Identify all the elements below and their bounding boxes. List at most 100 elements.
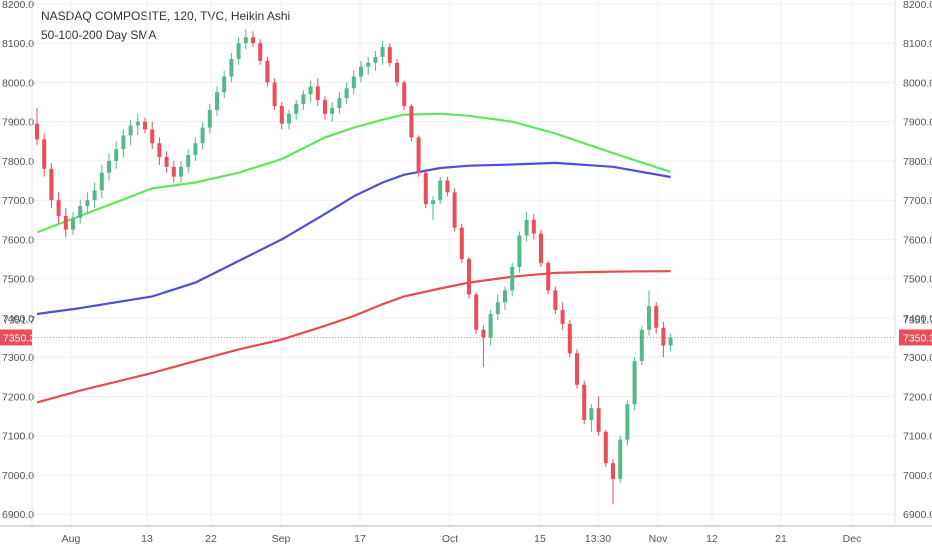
candle-body bbox=[287, 113, 291, 124]
candle-body bbox=[49, 168, 54, 201]
candle-body bbox=[618, 439, 623, 479]
candle-body bbox=[416, 137, 421, 173]
candle-body bbox=[344, 88, 349, 99]
x-tick-label: 17 bbox=[354, 533, 366, 545]
candle bbox=[575, 349, 579, 389]
candle-body bbox=[128, 125, 133, 136]
x-tick-label: 22 bbox=[205, 533, 217, 545]
candle-body bbox=[632, 361, 637, 405]
x-tick-label: 21 bbox=[775, 533, 787, 545]
sma-lines bbox=[36, 112, 671, 404]
candle-body bbox=[35, 123, 39, 140]
candle-body bbox=[582, 384, 587, 421]
candle-body bbox=[301, 94, 306, 105]
candle bbox=[366, 56, 371, 75]
candle bbox=[135, 113, 140, 136]
last-value-label-right: 7351.7 bbox=[903, 314, 932, 326]
candle-body bbox=[423, 172, 428, 205]
y-tick-label-right: 8200.0 bbox=[903, 0, 932, 11]
sma-200-line bbox=[36, 112, 671, 234]
candle bbox=[503, 286, 507, 311]
candle-body bbox=[330, 107, 335, 114]
candle-body bbox=[575, 353, 579, 385]
candle bbox=[625, 400, 630, 446]
x-tick-label: 13:30 bbox=[585, 533, 611, 545]
candle-body bbox=[179, 166, 183, 177]
candle bbox=[200, 121, 205, 150]
y-tick-label-right: 7200.0 bbox=[903, 391, 932, 403]
sma-50-line bbox=[36, 270, 671, 404]
candle bbox=[423, 170, 428, 209]
y-tick-label-left: 7700.0 bbox=[2, 195, 34, 207]
candle bbox=[42, 133, 47, 177]
candle-body bbox=[114, 149, 119, 161]
candle-body bbox=[409, 105, 414, 138]
candle bbox=[359, 60, 363, 83]
candle bbox=[323, 96, 327, 120]
candle-body bbox=[387, 47, 392, 63]
candle bbox=[164, 151, 169, 173]
candle-body bbox=[186, 155, 191, 167]
candle-body bbox=[107, 160, 111, 173]
candle-body bbox=[63, 215, 68, 230]
y-tick-label-right: 7400.0 bbox=[903, 313, 932, 325]
candle bbox=[114, 141, 119, 169]
candle bbox=[474, 292, 479, 334]
candle bbox=[416, 135, 421, 177]
candle bbox=[481, 325, 486, 368]
candle-body bbox=[157, 143, 162, 158]
candle bbox=[431, 196, 435, 220]
candle bbox=[186, 149, 191, 173]
candle bbox=[495, 294, 500, 320]
candle-body bbox=[337, 98, 342, 108]
candle-body bbox=[661, 327, 666, 346]
x-tick-label: Sep bbox=[272, 533, 291, 545]
candle bbox=[654, 302, 659, 334]
price-label-right: 7350.3 bbox=[903, 332, 932, 344]
y-tick-label-left: 7200.0 bbox=[2, 391, 34, 403]
y-tick-label-left: 8200.0 bbox=[2, 0, 34, 11]
candle-body bbox=[71, 217, 75, 230]
candle bbox=[445, 176, 450, 197]
candle bbox=[272, 78, 277, 110]
candle-body bbox=[229, 58, 234, 77]
y-tick-label-left: 7000.0 bbox=[2, 470, 34, 482]
x-tick-label: Aug bbox=[62, 533, 81, 545]
candle bbox=[49, 162, 54, 209]
candle bbox=[510, 263, 515, 297]
candle-body bbox=[539, 233, 543, 263]
candle bbox=[85, 192, 90, 214]
y-tick-label-right: 7000.0 bbox=[903, 470, 932, 482]
y-tick-label-left: 6900.0 bbox=[2, 509, 34, 521]
candle bbox=[207, 104, 212, 134]
candle bbox=[229, 52, 234, 83]
candle bbox=[596, 396, 601, 436]
candle bbox=[301, 90, 306, 110]
indicator-label: 50-100-200 Day SMA bbox=[41, 28, 157, 42]
candle-body bbox=[143, 121, 147, 130]
candle-body bbox=[351, 76, 356, 89]
price-badge-right bbox=[899, 329, 932, 346]
last-value-label-left: 7351.7 bbox=[3, 314, 35, 326]
candle bbox=[611, 459, 615, 505]
candle-body bbox=[135, 121, 140, 126]
y-tick-label-right: 6900.0 bbox=[903, 509, 932, 521]
candle bbox=[35, 107, 39, 146]
candle-body bbox=[215, 92, 219, 110]
candle-body bbox=[258, 43, 263, 61]
candle-body bbox=[481, 329, 486, 338]
candle bbox=[121, 129, 126, 158]
x-tick-label: 12 bbox=[706, 533, 718, 545]
candle bbox=[387, 43, 392, 67]
candle-body bbox=[308, 86, 313, 95]
y-tick-label-left: 7600.0 bbox=[2, 234, 34, 246]
candle bbox=[193, 137, 198, 161]
y-tick-label-left: 7300.0 bbox=[2, 352, 34, 364]
candle bbox=[632, 357, 637, 411]
candle-body bbox=[603, 431, 608, 464]
y-tick-label-left: 8100.0 bbox=[2, 38, 34, 50]
candle bbox=[380, 41, 385, 65]
candle-body bbox=[546, 263, 551, 291]
